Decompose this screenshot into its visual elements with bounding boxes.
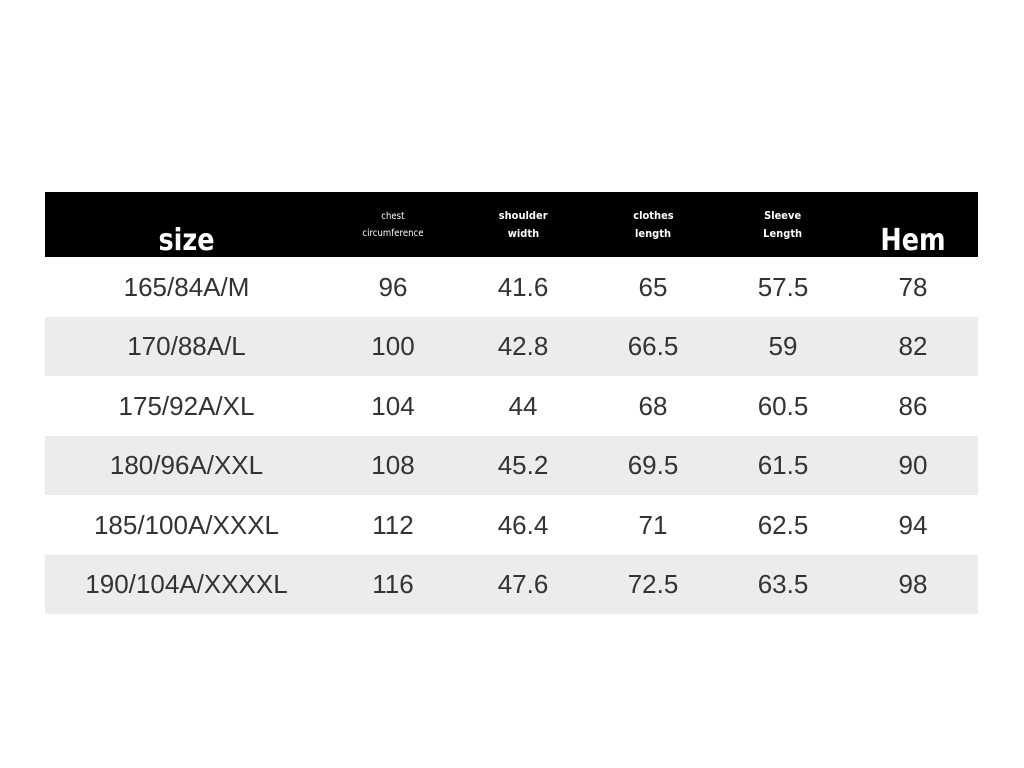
table-cell: 90 (898, 450, 928, 480)
table-cell: 175/92A/XL (118, 390, 255, 421)
table-cell: 94 (898, 509, 928, 540)
table-cell: 41.6 (497, 271, 549, 302)
table-cell: 66.5 (627, 331, 679, 361)
header-text: width (507, 226, 539, 240)
header-text: clothes (632, 208, 674, 222)
table-cell: 45.2 (497, 450, 549, 480)
table-cell: 116 (372, 569, 414, 599)
header-row (45, 192, 978, 257)
table-row (45, 376, 978, 436)
header-cell: size (66, 208, 307, 273)
header-text: length (634, 226, 672, 240)
header-cell: shoulder width (458, 192, 588, 257)
table-cell: 185/100A/XXXL (93, 509, 280, 540)
table-cell: 170/88A/L (127, 331, 246, 361)
table-cell: 68 (638, 390, 668, 421)
table-row (45, 495, 978, 555)
header-text: chest (381, 210, 405, 222)
table-cell: 71 (638, 509, 668, 540)
table-cell: 82 (898, 331, 928, 361)
table-cell: 104 (371, 390, 415, 421)
table-cell: 180/96A/XXL (109, 450, 264, 480)
table-cell: 47.6 (497, 569, 549, 599)
table-row (45, 317, 978, 376)
table-cell: 42.8 (497, 331, 549, 361)
header-text: size (158, 223, 215, 258)
header-cell: Sleeve Length (718, 192, 848, 257)
table-cell: 62.5 (757, 509, 809, 540)
table-cell: 86 (898, 390, 928, 421)
header-text: shoulder (498, 208, 548, 222)
table-cell: 65 (638, 271, 668, 302)
header-text: circumference (362, 227, 424, 239)
table-cell: 112 (372, 509, 414, 540)
header-cell: chest circumference (328, 192, 458, 257)
table-cell: 108 (371, 450, 415, 480)
table-cell: 57.5 (757, 271, 809, 302)
header-text: Sleeve (764, 208, 802, 222)
table-cell: 100 (371, 331, 415, 361)
header-text: Hem (880, 223, 946, 258)
table-row (45, 257, 978, 317)
table-cell: 44 (508, 390, 538, 421)
table-cell: 96 (378, 271, 408, 302)
table-cell: 165/84A/M (123, 271, 250, 302)
table-cell: 63.5 (757, 569, 809, 599)
table-cell: 59 (768, 331, 798, 361)
table-cell: 98 (898, 569, 928, 599)
header-text: Length (763, 226, 803, 240)
table-cell: 69.5 (627, 450, 679, 480)
table-cell: 72.5 (627, 569, 679, 599)
table-row (45, 436, 978, 495)
table-row (45, 555, 978, 614)
header-cell: Hem (858, 208, 969, 273)
table-cell: 61.5 (757, 450, 809, 480)
table-cell: 78 (898, 271, 928, 302)
table-cell: 60.5 (757, 390, 809, 421)
table-cell: 46.4 (497, 509, 549, 540)
table-cell: 190/104A/XXXXL (85, 569, 288, 599)
header-cell: clothes length (588, 192, 718, 257)
